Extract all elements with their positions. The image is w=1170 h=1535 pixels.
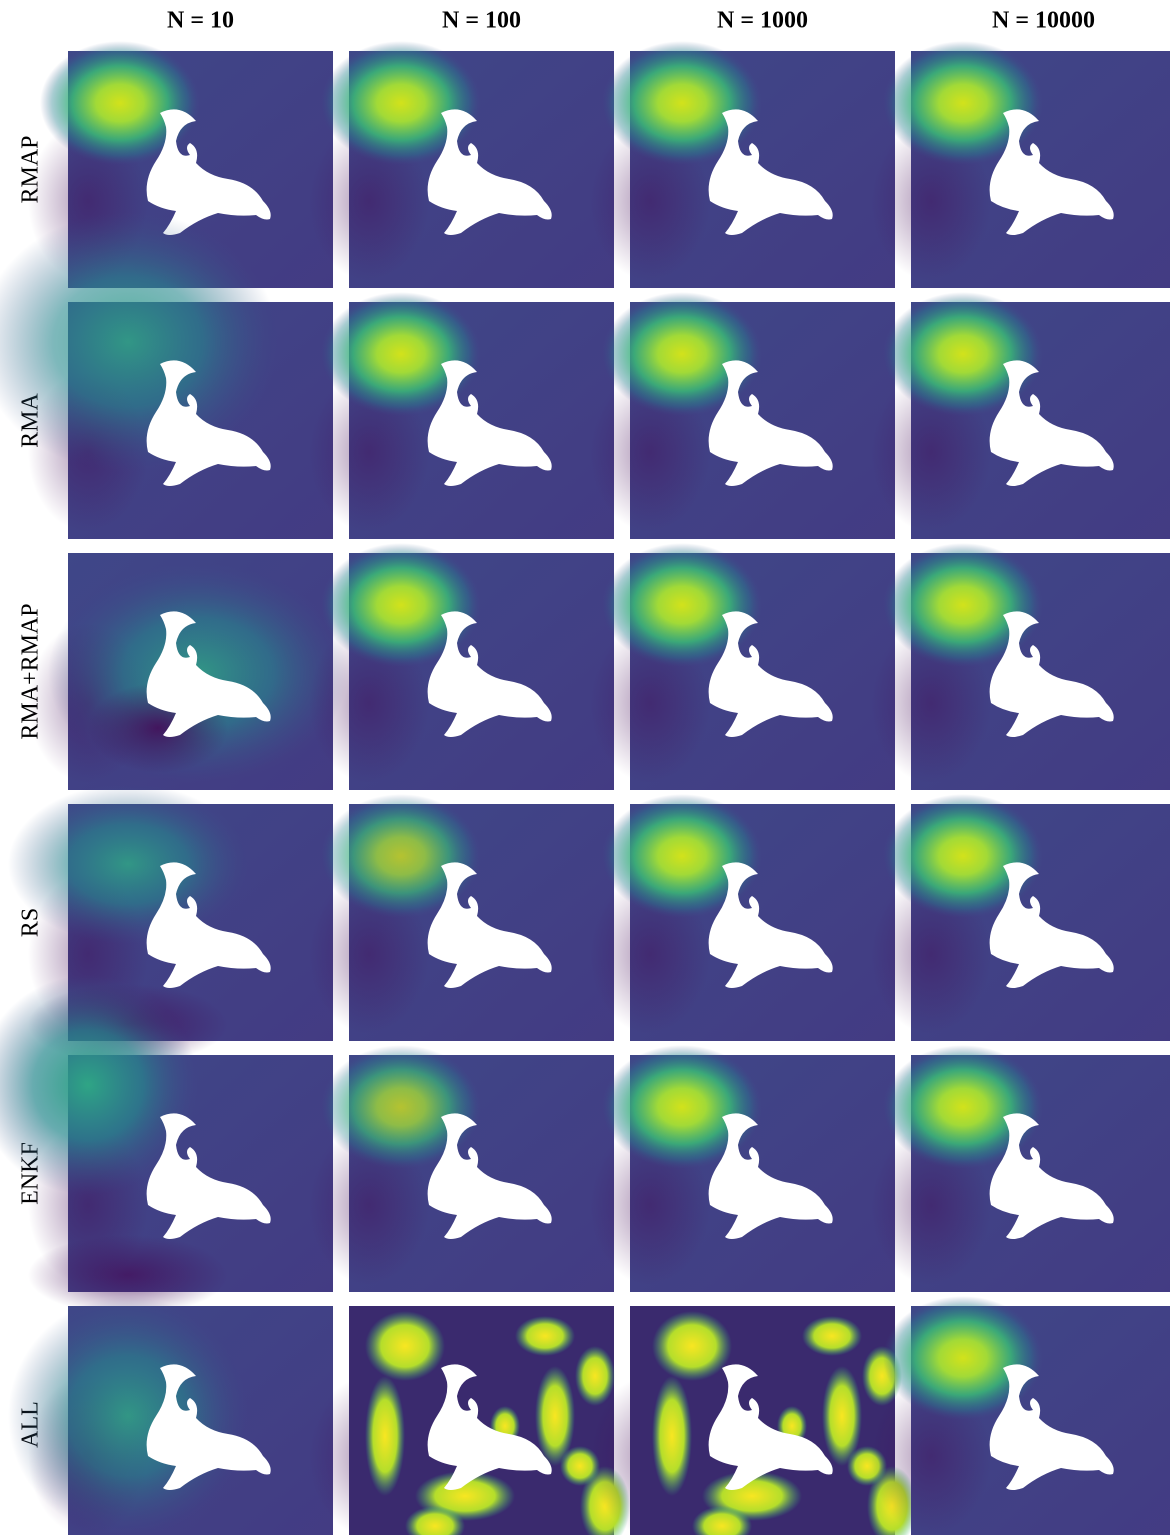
high-region bbox=[602, 1045, 762, 1169]
heatmap-panel bbox=[590, 1306, 917, 1535]
high-region bbox=[321, 794, 481, 918]
noise-blob bbox=[692, 1506, 752, 1535]
soft-low bbox=[28, 1235, 228, 1315]
heatmap-panel bbox=[309, 794, 614, 1041]
heatmap-panel bbox=[0, 975, 333, 1315]
noise-blob bbox=[652, 1311, 732, 1381]
noise-blob bbox=[575, 1346, 615, 1406]
heatmap-panel bbox=[28, 553, 348, 790]
high-region bbox=[883, 1296, 1043, 1420]
heatmap-panel bbox=[590, 543, 895, 790]
high-region bbox=[321, 41, 481, 165]
noise-blob bbox=[515, 1316, 575, 1356]
noise-blob bbox=[535, 1366, 575, 1466]
high-region bbox=[321, 543, 481, 667]
heatmap-panel bbox=[871, 41, 1170, 288]
heatmap-panel bbox=[590, 41, 895, 288]
high-region bbox=[321, 1045, 481, 1169]
high-region bbox=[602, 543, 762, 667]
high-region bbox=[883, 794, 1043, 918]
heatmap-panel bbox=[590, 292, 895, 539]
high-region bbox=[40, 41, 200, 165]
heatmap-panel bbox=[309, 292, 614, 539]
noise-blob bbox=[822, 1366, 862, 1466]
heatmap-panel bbox=[871, 794, 1170, 1041]
high-region bbox=[883, 1045, 1043, 1169]
soft-high bbox=[0, 975, 198, 1195]
noise-blob bbox=[802, 1316, 862, 1356]
heatmap-panel bbox=[590, 1045, 895, 1292]
high-region bbox=[883, 292, 1043, 416]
heatmap-panel bbox=[309, 1306, 630, 1535]
high-region bbox=[883, 41, 1043, 165]
heatmap-panel bbox=[871, 1045, 1170, 1292]
high-region bbox=[602, 292, 762, 416]
heatmap-panel bbox=[8, 1296, 333, 1535]
heatmap-panel bbox=[871, 292, 1170, 539]
heatmap-panel bbox=[871, 1296, 1170, 1535]
noise-blob bbox=[365, 1311, 445, 1381]
heatmap-panel bbox=[309, 1045, 614, 1292]
noise-blob bbox=[405, 1506, 465, 1535]
column-header: N = 10 bbox=[167, 8, 234, 34]
column-header: N = 1000 bbox=[717, 8, 808, 34]
high-region bbox=[321, 292, 481, 416]
heatmap-panel bbox=[871, 543, 1170, 790]
heatmap-panel bbox=[590, 794, 895, 1041]
heatmap-panel bbox=[0, 212, 333, 539]
soft-high bbox=[8, 1296, 248, 1535]
heatmap-panel bbox=[309, 543, 614, 790]
noise-blob bbox=[652, 1376, 692, 1496]
column-header: N = 100 bbox=[442, 8, 521, 34]
high-region bbox=[883, 543, 1043, 667]
high-region bbox=[602, 41, 762, 165]
high-region bbox=[602, 794, 762, 918]
soft-high bbox=[0, 212, 278, 472]
noise-blob bbox=[365, 1376, 405, 1496]
heatmap-panel bbox=[309, 41, 614, 288]
column-header: N = 10000 bbox=[992, 8, 1095, 34]
soft-high bbox=[8, 784, 248, 944]
